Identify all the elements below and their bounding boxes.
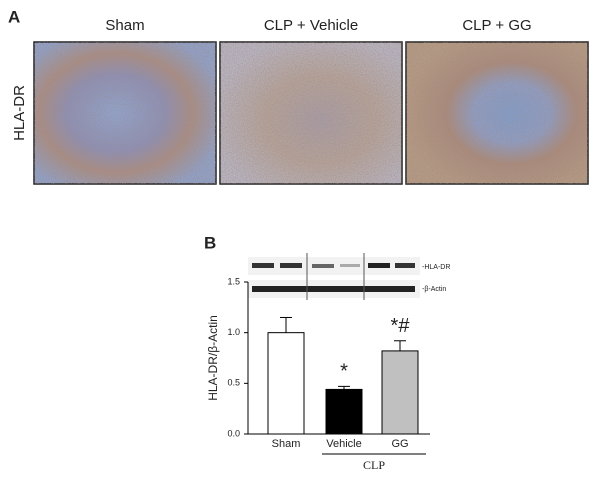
band: [312, 264, 334, 268]
significance-marker: *: [340, 361, 348, 383]
band: [368, 263, 390, 268]
x-tick-label: Sham: [272, 438, 301, 450]
y-tick-label: 1.5: [227, 276, 240, 286]
y-axis-title: HLA-DR/β-Actin: [206, 315, 220, 401]
blot-label: -HLA-DR: [422, 264, 450, 271]
panel-label: B: [204, 233, 216, 252]
column-label: CLP + GG: [462, 17, 531, 34]
micrographs: [33, 41, 589, 185]
band: [340, 264, 360, 267]
band: [252, 263, 274, 268]
western-blot: [248, 253, 420, 300]
significance-marker: *#: [391, 315, 411, 337]
panel-label: A: [8, 7, 20, 26]
x-tick-label: GG: [391, 438, 408, 450]
x-tick-label: Vehicle: [326, 438, 361, 450]
texture: [406, 42, 588, 184]
texture: [34, 42, 216, 184]
band: [395, 263, 415, 268]
group-label: CLP: [363, 458, 385, 472]
blot-label: -β-Actin: [422, 286, 446, 293]
texture: [220, 42, 402, 184]
bar: [381, 350, 419, 435]
y-tick-label: 1.0: [227, 327, 240, 337]
y-tick-label: 0.0: [227, 428, 240, 438]
bar: [267, 332, 305, 435]
y-tick-label: 0.5: [227, 378, 240, 388]
row-label: HLA-DR: [11, 85, 28, 141]
column-label: Sham: [105, 17, 144, 34]
band: [252, 286, 415, 292]
column-label: CLP + Vehicle: [264, 17, 358, 34]
bar: [325, 388, 363, 435]
band: [280, 263, 302, 268]
